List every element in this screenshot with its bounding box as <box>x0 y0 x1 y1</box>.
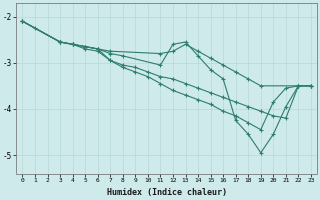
X-axis label: Humidex (Indice chaleur): Humidex (Indice chaleur) <box>107 188 227 197</box>
